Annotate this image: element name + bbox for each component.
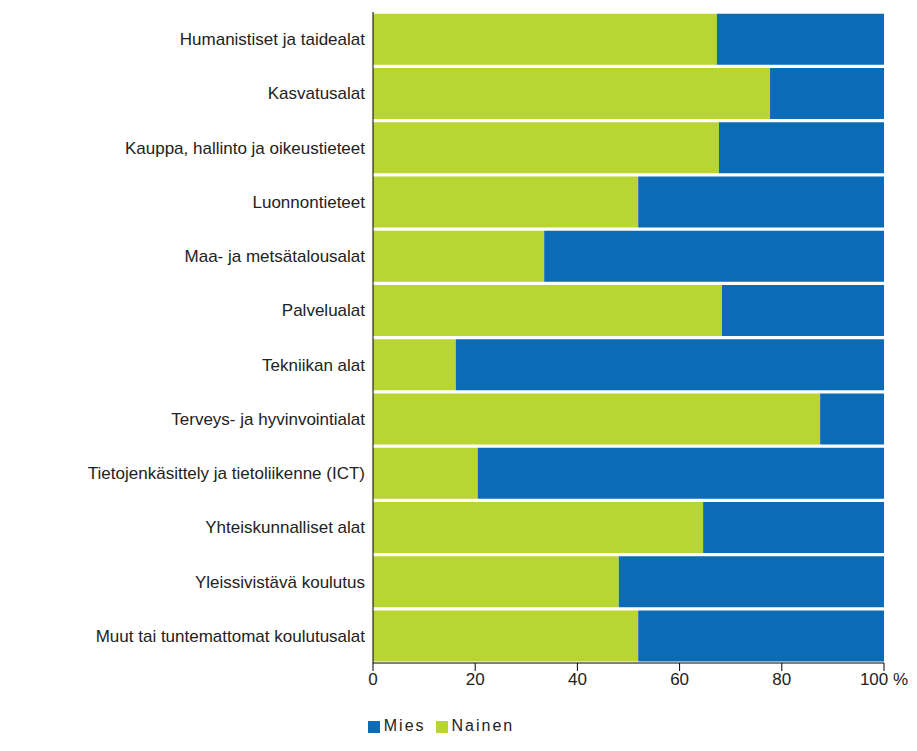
svg-text:Kauppa, hallinto ja oikeustiet: Kauppa, hallinto ja oikeustieteet (125, 139, 365, 158)
svg-text:Luonnontieteet: Luonnontieteet (253, 193, 366, 212)
svg-text:Muut tai tuntemattomat koulutu: Muut tai tuntemattomat koulutusalat (96, 627, 366, 646)
svg-text:0: 0 (368, 670, 377, 689)
html-text:Nainen: Nainen (451, 717, 515, 734)
svg-text:60: 60 (670, 670, 689, 689)
svg-text:Terveys- ja hyvinvointialat: Terveys- ja hyvinvointialat (171, 410, 365, 429)
svg-text:Tietojenkäsittely ja tietoliik: Tietojenkäsittely ja tietoliikenne (ICT) (88, 464, 365, 483)
svg-text:Palvelualat: Palvelualat (282, 301, 365, 320)
svg-text:Kasvatusalat: Kasvatusalat (268, 84, 366, 103)
svg-text:Maa- ja metsätalousalat: Maa- ja metsätalousalat (185, 247, 366, 266)
svg-text:40: 40 (568, 670, 587, 689)
svg-text:100 %: 100 % (860, 670, 908, 689)
svg-text:Yhteiskunnalliset alat: Yhteiskunnalliset alat (205, 518, 365, 537)
svg-text:80: 80 (772, 670, 791, 689)
svg-text:Tekniikan alat: Tekniikan alat (262, 356, 365, 375)
svg-text:20: 20 (466, 670, 485, 689)
html-text:Mies: Mies (383, 717, 426, 734)
svg-text:Yleissivistävä koulutus: Yleissivistävä koulutus (195, 573, 365, 592)
svg-text:Humanistiset ja taidealat: Humanistiset ja taidealat (180, 30, 365, 49)
